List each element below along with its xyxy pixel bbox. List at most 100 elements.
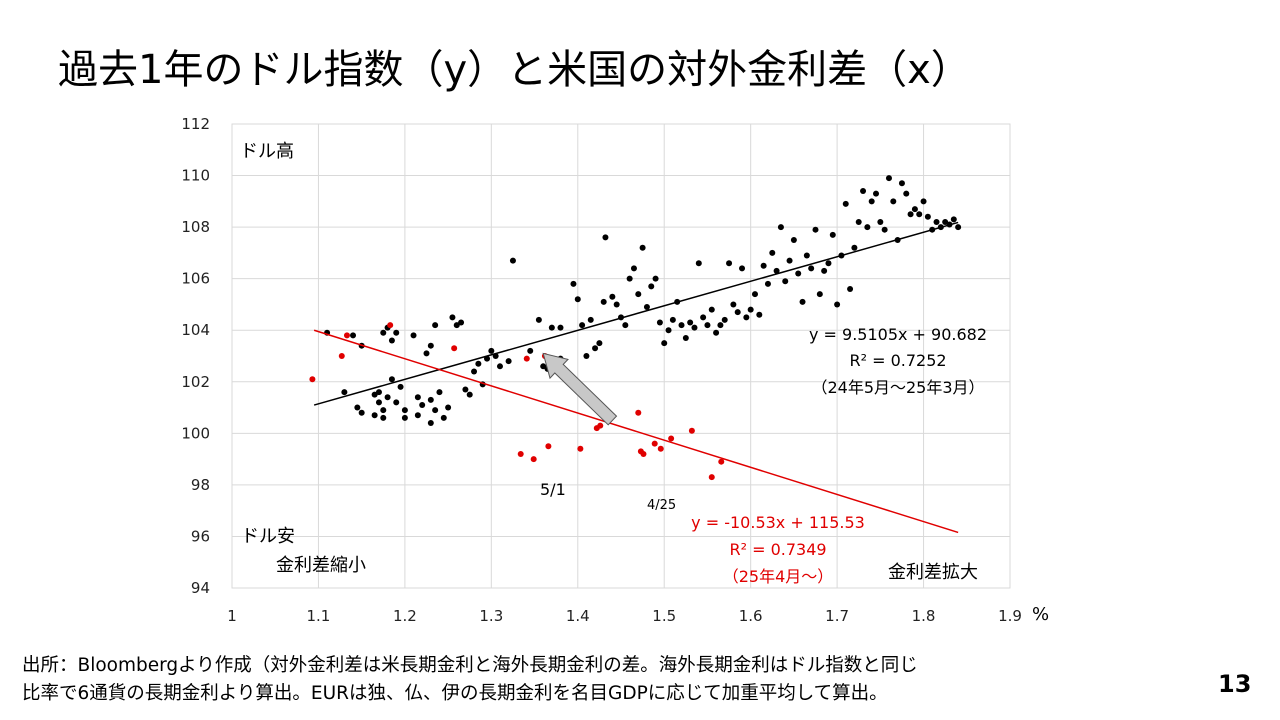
data-point [557,324,564,331]
data-point [924,213,931,220]
data-point [635,291,642,298]
data-point [440,414,447,421]
data-point [517,450,524,457]
data-point [419,401,426,408]
x-axis-ticks: 1 1.1 1.2 1.3 1.4 1.5 1.6 1.7 1.8 1.9 [227,607,1022,625]
data-point [682,334,689,341]
data-point [920,198,927,205]
data-point [309,376,316,383]
red-r2: R² = 0.7349 [729,540,826,559]
data-point [338,353,345,359]
y-tick-label: 104 [181,321,210,339]
data-point [432,322,439,329]
data-point [688,427,695,434]
data-point [950,216,957,223]
data-point [462,386,469,393]
data-point [668,435,675,442]
data-point [341,389,348,396]
data-point [527,347,534,354]
data-point [687,319,694,326]
data-point [505,358,512,365]
label-date-4-25: 4/25 [647,498,676,513]
data-point [743,314,750,321]
y-tick-label: 106 [181,270,210,288]
x-tick-label: 1 [227,607,237,625]
data-point [626,275,633,282]
series-group [309,175,962,534]
data-point [393,399,400,406]
data-point [942,218,949,225]
x-tick-label: 1.9 [998,607,1022,625]
data-point [380,329,387,336]
data-point [656,319,663,326]
x-axis-unit: % [1032,604,1049,625]
data-point [523,355,530,362]
data-point [726,260,733,267]
data-point [388,376,395,383]
data-point [545,443,552,450]
data-point [436,389,443,396]
data-point [343,332,350,339]
x-tick-label: 1.5 [652,607,676,625]
series-black [313,175,962,427]
data-point [371,412,378,419]
data-point [717,322,724,329]
data-point [380,407,387,414]
data-point [907,211,914,218]
data-point [890,198,897,205]
y-tick-label: 112 [181,115,210,133]
data-point [427,420,434,427]
x-tick-label: 1.6 [739,607,763,625]
data-point [713,329,720,336]
data-point [860,188,867,195]
data-point [864,224,871,231]
source-line-1: 出所：Bloombergより作成（対外金利差は米長期金利と海外長期金利の差。海外… [22,655,918,676]
data-point [375,389,382,396]
data-point [380,414,387,421]
data-point [609,293,616,300]
x-tick-label: 1.1 [307,607,331,625]
data-point [579,322,586,329]
data-point [414,412,421,419]
data-point [885,175,892,182]
data-point [877,218,884,225]
label-spread-narrowing: 金利差縮小 [276,555,366,576]
data-point [790,237,797,243]
data-point [855,218,862,225]
data-point [764,280,771,287]
data-point [825,260,832,267]
data-point [635,409,642,416]
y-tick-label: 100 [181,424,210,442]
data-point [640,450,647,457]
red-equation: y = -10.53x + 115.53 [691,513,865,532]
data-point [449,314,456,321]
data-point [451,345,458,352]
data-point [639,244,646,251]
data-point [829,231,836,238]
data-point [354,404,361,411]
data-point [648,283,655,290]
data-point [401,414,408,421]
data-point [600,298,607,305]
data-point [751,291,758,298]
data-point [803,252,810,259]
page-number: 13 [1218,670,1252,698]
data-point [933,218,940,225]
data-point [704,322,711,329]
data-point [812,226,819,233]
data-point [747,306,754,313]
y-tick-label: 108 [181,218,210,236]
data-point [530,456,537,463]
data-point [387,322,394,329]
data-point [834,301,841,308]
data-point [760,262,767,269]
data-point [613,301,620,308]
data-point [630,265,637,272]
data-point [916,211,923,218]
source-line-2: 比率で6通貨の長期金利より算出。EURは独、仏、伊の長期金利を名目GDPに応じて… [22,683,888,704]
data-point [535,316,542,323]
data-point [756,311,763,318]
data-point [496,363,503,370]
data-point [808,265,815,272]
